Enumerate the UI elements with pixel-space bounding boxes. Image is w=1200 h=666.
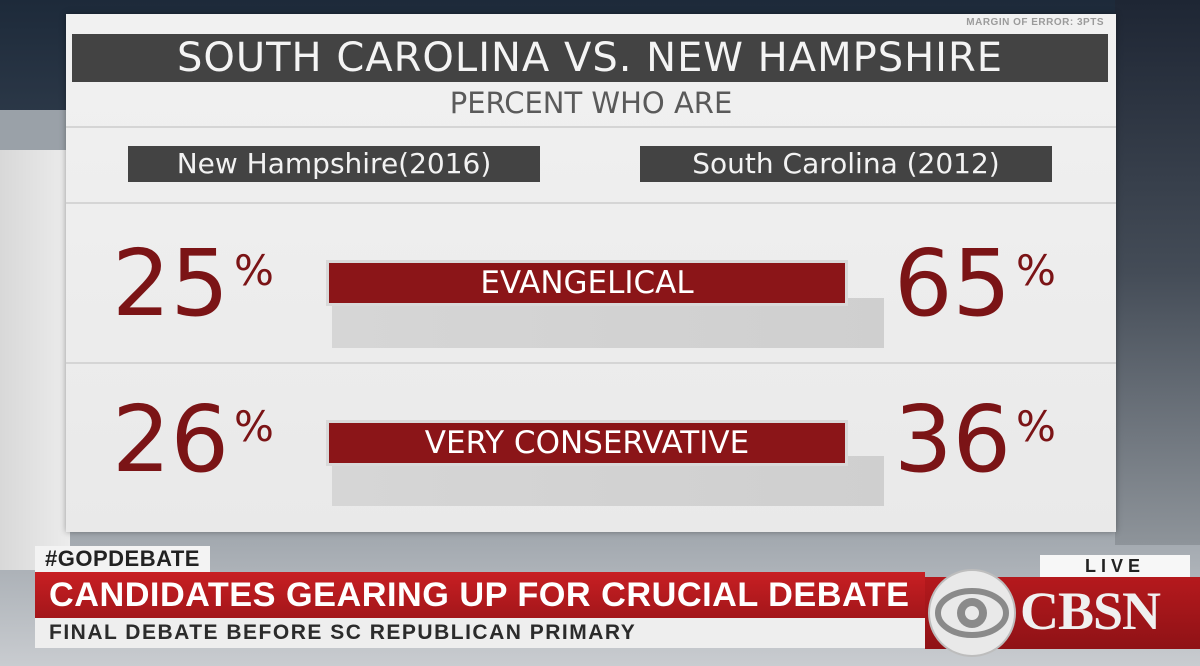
cbs-eye-icon [928, 569, 1016, 657]
studio-background-right [1115, 0, 1200, 545]
divider [66, 362, 1116, 364]
category-very-conservative: VERY CONSERVATIVE [326, 420, 848, 466]
divider [66, 126, 1116, 128]
divider [66, 202, 1116, 204]
category-bar-shadow [332, 298, 884, 348]
left-value-evangelical: 25 [112, 230, 230, 337]
subheadline-banner: FINAL DEBATE BEFORE SC REPUBLICAN PRIMAR… [35, 618, 925, 648]
percent-sign: % [234, 246, 274, 295]
category-evangelical: EVANGELICAL [326, 260, 848, 306]
margin-of-error-note: MARGIN OF ERROR: 3PTS [966, 17, 1104, 28]
infographic-board: MARGIN OF ERROR: 3PTS SOUTH CAROLINA VS.… [66, 14, 1116, 532]
left-state-label: New Hampshire(2016) [128, 146, 540, 182]
percent-sign: % [1016, 402, 1056, 451]
live-badge: LIVE [1040, 555, 1190, 577]
hashtag-label: #GOPDEBATE [35, 546, 210, 572]
percent-sign: % [1016, 246, 1056, 295]
studio-background-left-top [0, 110, 70, 150]
graphic-title: SOUTH CAROLINA VS. NEW HAMPSHIRE [72, 34, 1108, 82]
right-value-very-conservative: 36 [894, 386, 1012, 493]
right-state-label: South Carolina (2012) [640, 146, 1052, 182]
right-value-evangelical: 65 [894, 230, 1012, 337]
headline-banner: CANDIDATES GEARING UP FOR CRUCIAL DEBATE [35, 572, 925, 618]
studio-background-left [0, 150, 70, 570]
left-value-very-conservative: 26 [112, 386, 230, 493]
network-name: CBSN [1020, 581, 1161, 641]
graphic-subtitle: PERCENT WHO ARE [449, 86, 733, 120]
percent-sign: % [234, 402, 274, 451]
